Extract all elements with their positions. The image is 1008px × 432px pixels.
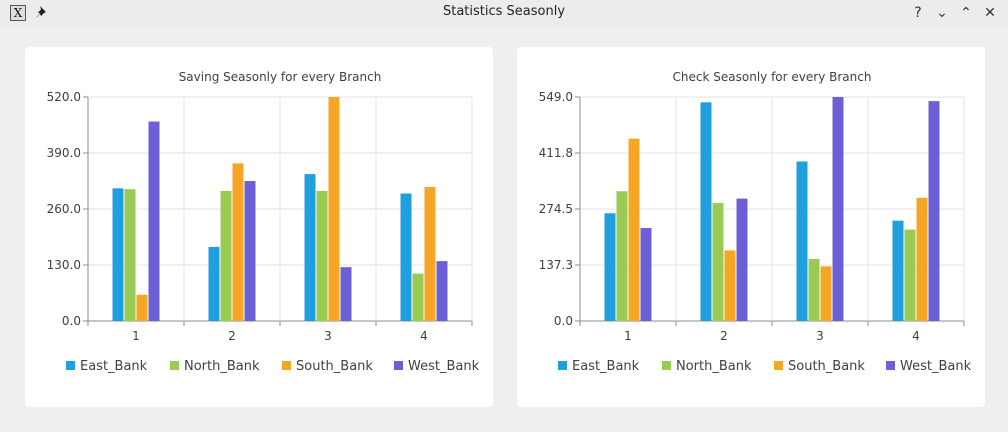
bar-east-bank (796, 161, 808, 321)
bar-south-bank (424, 187, 436, 321)
x-tick-label: 1 (132, 329, 140, 343)
bar-south-bank (724, 250, 736, 321)
bar-south-bank (232, 163, 244, 321)
y-tick-label: 137.3 (539, 258, 573, 272)
legend-label: West_Bank (900, 359, 972, 374)
legend-swatch (558, 361, 567, 370)
maximize-button[interactable]: ⌃ (960, 5, 972, 21)
bar-south-bank (328, 97, 340, 321)
bar-south-bank (916, 197, 928, 321)
close-button[interactable]: ✕ (984, 5, 996, 21)
legend-label: North_Bank (184, 359, 260, 374)
legend-label: North_Bank (676, 359, 752, 374)
x-tick-label: 2 (720, 329, 728, 343)
saving-chart: Saving Seasonly for every Branch 0.0 130.0… (47, 70, 480, 374)
bar-west-bank (436, 261, 448, 321)
legend-swatch (170, 361, 179, 370)
x-tick-label: 2 (228, 329, 236, 343)
bar-west-bank (640, 227, 652, 321)
app-icon: X (10, 5, 26, 21)
legend-label: East_Bank (80, 359, 148, 374)
bar-east-bank (700, 102, 712, 321)
chart-title: Saving Seasonly for every Branch (179, 70, 382, 84)
bar-north-bank (220, 190, 232, 321)
bar-east-bank (400, 193, 412, 321)
x-tick-label: 4 (420, 329, 428, 343)
legend-label: East_Bank (572, 359, 640, 374)
legend-swatch (886, 361, 895, 370)
y-tick-label: 390.0 (47, 146, 81, 160)
legend-swatch (662, 361, 671, 370)
bar-west-bank (148, 121, 160, 321)
legend-label: South_Bank (296, 359, 373, 374)
y-tick-label: 0.0 (554, 314, 573, 328)
y-tick-label: 274.5 (539, 202, 573, 216)
y-tick-label: 520.0 (47, 90, 81, 104)
bar-east-bank (892, 220, 904, 321)
y-tick-label: 411.8 (539, 146, 573, 160)
bar-west-bank (928, 101, 940, 322)
legend-swatch (282, 361, 291, 370)
bar-north-bank (124, 189, 136, 321)
bar-north-bank (808, 258, 820, 321)
bar-east-bank (112, 188, 124, 321)
bar-north-bank (616, 191, 628, 321)
saving-chart-card: Saving Seasonly for every Branch 0.0 130.0… (25, 47, 493, 407)
x-tick-label: 3 (324, 329, 332, 343)
legend-swatch (774, 361, 783, 370)
bar-south-bank (820, 266, 832, 321)
bar-east-bank (304, 174, 316, 321)
bar-east-bank (604, 213, 616, 321)
x-tick-label: 3 (816, 329, 824, 343)
bar-north-bank (712, 203, 724, 321)
legend-swatch (66, 361, 75, 370)
check-chart-card: Check Seasonly for every Branch 0.0 137.3 2… (517, 47, 985, 407)
bar-south-bank (628, 138, 640, 321)
help-button[interactable]: ? (914, 5, 922, 21)
check-chart: Check Seasonly for every Branch 0.0 137.3 2… (539, 70, 972, 374)
window-title: Statistics Seasonly (442, 4, 566, 19)
bar-east-bank (208, 246, 220, 321)
y-tick-label: 549.0 (539, 90, 573, 104)
pin-icon[interactable] (34, 4, 50, 20)
bar-west-bank (340, 267, 352, 321)
title-bar: X Statistics Seasonly ? ⌄ ⌃ ✕ (0, 0, 1008, 26)
bar-west-bank (244, 181, 256, 321)
bar-north-bank (412, 273, 424, 321)
y-tick-label: 0.0 (62, 314, 81, 328)
y-tick-label: 130.0 (47, 258, 81, 272)
bar-north-bank (316, 190, 328, 321)
bar-north-bank (904, 229, 916, 321)
legend-label: West_Bank (408, 359, 480, 374)
bar-south-bank (136, 294, 148, 321)
bar-west-bank (736, 198, 748, 321)
chart-title: Check Seasonly for every Branch (673, 70, 872, 84)
minimize-button[interactable]: ⌄ (936, 5, 948, 21)
bar-west-bank (832, 97, 844, 321)
x-tick-label: 1 (624, 329, 632, 343)
legend-label: South_Bank (788, 359, 865, 374)
x-tick-label: 4 (912, 329, 920, 343)
y-tick-label: 260.0 (47, 202, 81, 216)
legend-swatch (394, 361, 403, 370)
